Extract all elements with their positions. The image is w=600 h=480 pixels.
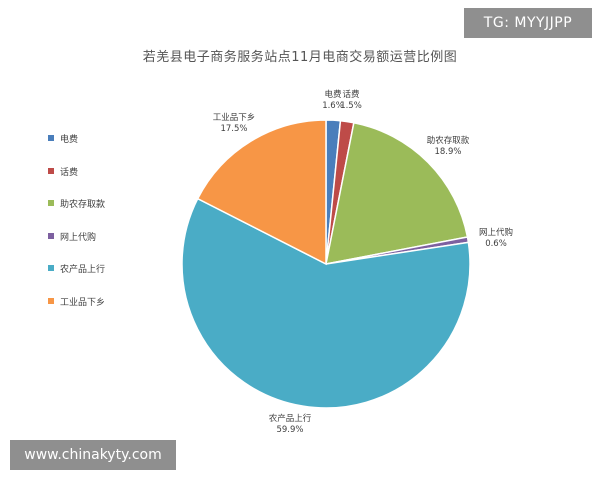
legend-label: 助农存取款 bbox=[60, 200, 106, 210]
legend-label: 话费 bbox=[60, 167, 79, 178]
watermark-telegram: TG: MYYJJPP bbox=[464, 8, 592, 38]
slice-label-name: 农产品上行 bbox=[269, 413, 312, 424]
legend-item-deposit: 助农存取款 bbox=[48, 197, 168, 230]
legend-label: 电费 bbox=[60, 135, 79, 145]
slice-label-value: 59.9% bbox=[276, 425, 303, 435]
slice-label-value: 17.5% bbox=[220, 124, 247, 134]
legend-swatch bbox=[48, 297, 54, 304]
chart-title: 若羌县电子商务服务站点11月电商交易额运营比例图 bbox=[142, 50, 458, 65]
slice-label-value: 1.5% bbox=[340, 101, 362, 111]
watermark-website: www.chinakyty.com bbox=[10, 440, 176, 470]
legend-swatch bbox=[48, 232, 54, 239]
slice-label-value: 1.6% bbox=[322, 101, 344, 111]
legend-item-industrial-downstream: 工业品下乡 bbox=[48, 295, 168, 328]
legend-swatch bbox=[48, 265, 54, 271]
chart-legend: 电费 话费 助农存取款 网上代购 农产品上行 工业品下乡 bbox=[48, 132, 168, 327]
legend-item-agri-upstream: 农产品上行 bbox=[48, 262, 168, 295]
legend-label: 网上代购 bbox=[60, 232, 97, 243]
legend-label: 农产品上行 bbox=[60, 265, 106, 275]
slice-label-name: 电费 bbox=[324, 89, 342, 100]
slice-label-name: 工业品下乡 bbox=[213, 112, 256, 123]
legend-swatch bbox=[48, 167, 54, 174]
slice-label-value: 0.6% bbox=[485, 239, 507, 249]
slice-label-name: 话费 bbox=[342, 89, 360, 100]
slice-agri-upstream bbox=[181, 197, 471, 409]
legend-item-phone: 话费 bbox=[48, 165, 168, 198]
slice-industrial-downstream bbox=[196, 119, 327, 266]
slice-deposit bbox=[325, 121, 469, 265]
legend-item-online-purchase: 网上代购 bbox=[48, 230, 168, 263]
slice-label-name: 助农存取款 bbox=[427, 135, 470, 146]
legend-label: 工业品下乡 bbox=[60, 297, 106, 308]
legend-swatch bbox=[48, 135, 54, 141]
slice-label-value: 18.9% bbox=[434, 147, 461, 157]
legend-swatch bbox=[48, 200, 54, 206]
legend-item-electricity: 电费 bbox=[48, 132, 168, 165]
slice-label-name: 网上代购 bbox=[479, 227, 513, 238]
